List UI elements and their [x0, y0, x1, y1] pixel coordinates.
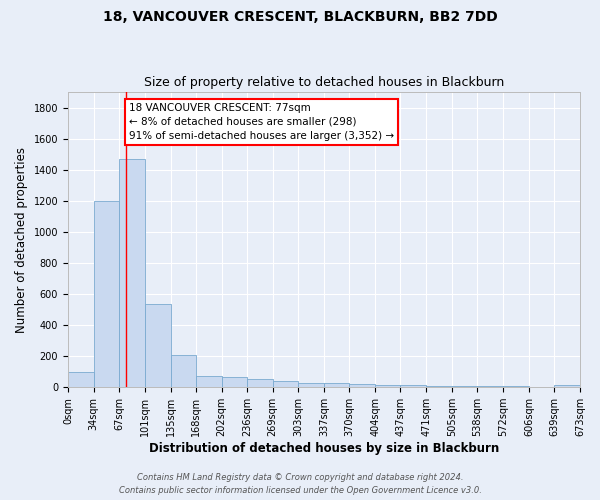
Bar — [554, 385, 580, 387]
Bar — [196, 376, 221, 387]
Bar — [119, 159, 145, 387]
Text: 18 VANCOUVER CRESCENT: 77sqm
← 8% of detached houses are smaller (298)
91% of se: 18 VANCOUVER CRESCENT: 77sqm ← 8% of det… — [129, 103, 394, 141]
Y-axis label: Number of detached properties: Number of detached properties — [15, 146, 28, 332]
Bar — [94, 201, 119, 387]
Bar — [529, 386, 554, 387]
Bar — [272, 382, 298, 387]
Bar — [400, 386, 426, 387]
X-axis label: Distribution of detached houses by size in Blackburn: Distribution of detached houses by size … — [149, 442, 499, 455]
Bar — [426, 386, 452, 387]
Bar — [503, 386, 529, 387]
Bar — [247, 380, 272, 387]
Bar — [170, 356, 196, 387]
Bar — [452, 386, 477, 387]
Bar — [68, 372, 94, 387]
Bar — [298, 382, 325, 387]
Bar — [325, 384, 349, 387]
Bar — [376, 385, 400, 387]
Text: Contains HM Land Registry data © Crown copyright and database right 2024.
Contai: Contains HM Land Registry data © Crown c… — [119, 474, 481, 495]
Bar — [477, 386, 503, 387]
Bar — [145, 304, 170, 387]
Title: Size of property relative to detached houses in Blackburn: Size of property relative to detached ho… — [144, 76, 504, 90]
Bar — [221, 377, 247, 387]
Bar — [349, 384, 376, 387]
Text: 18, VANCOUVER CRESCENT, BLACKBURN, BB2 7DD: 18, VANCOUVER CRESCENT, BLACKBURN, BB2 7… — [103, 10, 497, 24]
